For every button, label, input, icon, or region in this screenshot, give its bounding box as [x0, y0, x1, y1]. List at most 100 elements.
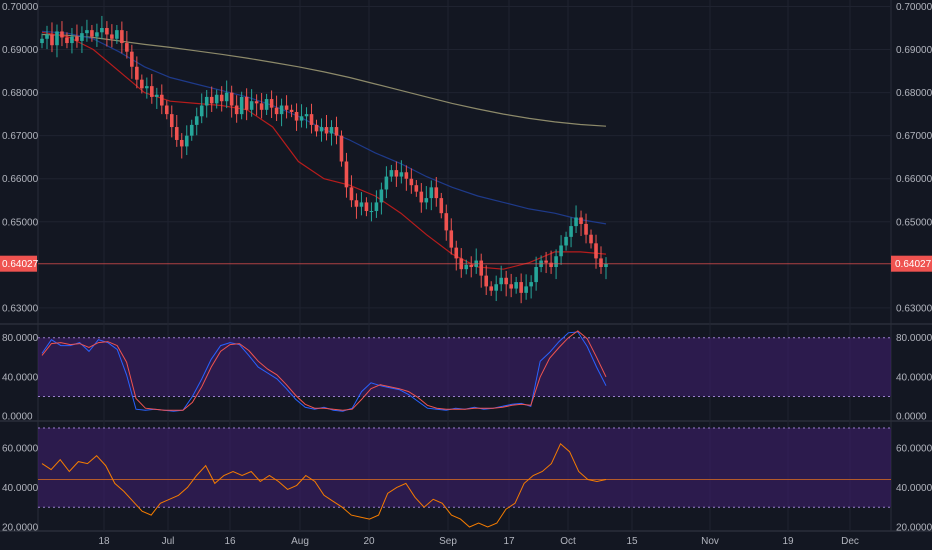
candle-up — [464, 264, 469, 270]
candle-up — [249, 101, 254, 110]
stochastic-y-tick-left: 40.0000 — [2, 372, 39, 383]
candle-down — [259, 103, 264, 110]
ma-slow-line — [41, 33, 607, 127]
y-tick-label-right: 0.66000 — [896, 174, 932, 185]
candle-down — [294, 111, 299, 121]
y-tick-label-right: 0.68000 — [896, 88, 932, 99]
x-tick-label: Nov — [701, 536, 719, 547]
candle-down — [584, 223, 588, 235]
candle-down — [209, 96, 214, 104]
candle-down — [579, 217, 583, 224]
moving-average-layer — [41, 30, 607, 270]
candle-up — [369, 211, 374, 213]
candle-down — [334, 127, 339, 136]
candle-up — [574, 217, 578, 227]
candle-up — [399, 172, 404, 177]
candle-down — [364, 202, 369, 212]
rsi-line-1 — [41, 442, 607, 528]
candle-down — [254, 101, 259, 104]
candle-down — [105, 27, 109, 35]
ma-fast-line — [41, 31, 607, 270]
candle-down — [594, 243, 598, 259]
candle-down — [504, 277, 508, 285]
candle-down — [60, 31, 64, 38]
candle-down — [484, 275, 489, 287]
candle-down — [174, 127, 179, 140]
candle-up — [279, 105, 284, 115]
candle-down — [434, 187, 439, 199]
candle-up — [40, 38, 44, 44]
rsi-y-tick-left: 60.0000 — [2, 443, 39, 454]
last-price-tag-right — [891, 255, 932, 272]
candle-down — [419, 191, 424, 203]
candle-up — [529, 282, 533, 287]
candle-up — [145, 86, 149, 89]
y-tick-label-left: 0.68000 — [2, 88, 39, 99]
candle-up — [514, 282, 518, 289]
x-tick-label: Sep — [439, 536, 457, 547]
candle-up — [564, 236, 568, 246]
candle-down — [244, 96, 249, 110]
candle-down — [394, 170, 399, 177]
candle-up — [184, 135, 189, 147]
candle-down — [169, 114, 174, 128]
candle-up — [499, 277, 503, 285]
candle-down — [409, 178, 414, 186]
rsi-band-fill — [38, 427, 891, 508]
candle-down — [130, 51, 134, 67]
candle-up — [604, 263, 608, 268]
candlestick-layer — [40, 15, 608, 304]
candle-up — [194, 116, 199, 125]
ma-mid-line — [41, 30, 607, 225]
candle-down — [75, 36, 79, 41]
candle-up — [214, 94, 219, 104]
stochastic-line-2 — [41, 330, 607, 411]
y-tick-label-right: 0.69000 — [896, 45, 932, 56]
candle-up — [55, 31, 59, 46]
candle-up — [100, 27, 104, 33]
stochastic-y-tick-right: 40.0000 — [896, 372, 932, 383]
x-tick-label: 17 — [503, 536, 515, 547]
candle-down — [120, 30, 124, 44]
y-tick-label-left: 0.63000 — [2, 303, 39, 314]
y-tick-label-left: 0.65000 — [2, 217, 39, 228]
candle-down — [439, 198, 444, 214]
candle-down — [179, 139, 184, 147]
candle-down — [159, 94, 164, 106]
candle-down — [110, 34, 114, 39]
candle-down — [349, 187, 354, 201]
candle-down — [219, 94, 224, 102]
candle-down — [324, 127, 329, 134]
candle-down — [454, 247, 459, 259]
candle-down — [339, 135, 344, 162]
candle-down — [150, 86, 154, 97]
candle-down — [274, 107, 279, 115]
candle-down — [344, 161, 349, 188]
y-tick-label-left: 0.66000 — [2, 174, 39, 185]
stochastic-y-tick-left: 80.0000 — [2, 333, 39, 344]
candle-down — [284, 105, 289, 110]
oscillator-line-layer — [41, 330, 607, 528]
candle-up — [304, 114, 309, 117]
y-tick-label-right: 0.67000 — [896, 131, 932, 142]
candle-up — [224, 92, 229, 102]
candle-up — [379, 189, 384, 203]
price-tag-layer: 0.64027 0.64027 — [0, 255, 932, 272]
candle-down — [489, 286, 494, 291]
y-tick-label-right: 0.70000 — [896, 2, 932, 13]
candle-up — [389, 170, 394, 177]
y-tick-label-left: 0.70000 — [2, 2, 39, 13]
candle-down — [125, 43, 129, 52]
candle-up — [239, 96, 244, 115]
y-tick-label-right: 0.65000 — [896, 217, 932, 228]
y-tick-label-left: 0.67000 — [2, 131, 39, 142]
x-tick-label: 16 — [224, 536, 236, 547]
candle-up — [534, 267, 538, 283]
rsi-y-tick-left: 20.0000 — [2, 523, 39, 534]
candle-down — [449, 230, 454, 248]
candle-up — [154, 94, 159, 97]
candle-up — [569, 226, 573, 237]
candle-down — [519, 282, 523, 293]
stochastic-y-tick-right: 0.0000 — [896, 412, 927, 423]
